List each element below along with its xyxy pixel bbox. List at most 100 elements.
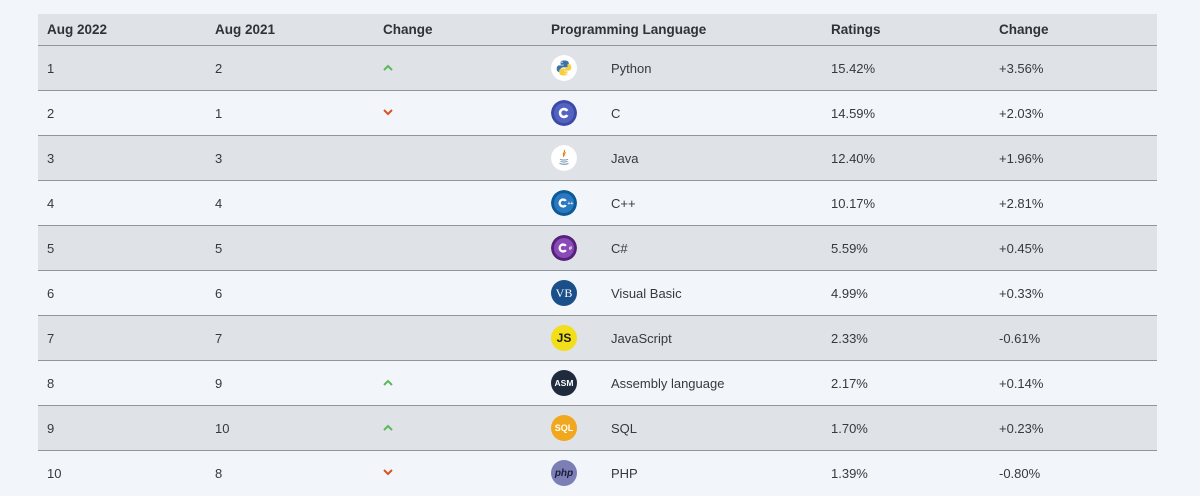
table-row[interactable]: 7 7 JS JavaScript 2.33% -0.61% — [38, 315, 1157, 361]
asm-icon: ASM — [551, 370, 577, 396]
table-row[interactable]: 3 3 Java 12.40% +1.96% — [38, 135, 1157, 181]
rank-cell: 10 — [47, 465, 62, 481]
language-cell: JS JavaScript — [542, 316, 822, 361]
rank-cell: 3 — [47, 150, 55, 166]
trend-cell — [374, 451, 542, 496]
language-name[interactable]: PHP — [611, 465, 638, 481]
col-header-change[interactable]: Change — [383, 22, 433, 37]
rating-change-cell: +1.96% — [999, 150, 1044, 166]
language-cell: # C# — [542, 226, 822, 271]
rating-cell: 10.17% — [831, 195, 876, 211]
java-icon — [551, 145, 577, 171]
cpp-icon: ++ — [551, 190, 577, 216]
rating-cell: 12.40% — [831, 150, 876, 166]
previous-rank-cell: 9 — [215, 375, 223, 391]
language-name[interactable]: Java — [611, 150, 639, 166]
language-cell: Java — [542, 136, 822, 181]
rating-cell: 15.42% — [831, 60, 876, 76]
language-name[interactable]: C — [611, 105, 621, 121]
table-row[interactable]: 6 6 VB Visual Basic 4.99% +0.33% — [38, 270, 1157, 316]
ranking-table-container: Aug 2022 Aug 2021 Change Programming Lan… — [38, 14, 1157, 496]
language-name[interactable]: C# — [611, 240, 628, 256]
trend-cell — [374, 271, 542, 316]
rating-change-cell: +2.03% — [999, 105, 1044, 121]
trend-down-icon — [383, 469, 393, 479]
previous-rank-cell: 7 — [215, 330, 223, 346]
c-icon — [551, 100, 577, 126]
rank-cell: 2 — [47, 105, 55, 121]
rating-change-cell: +0.14% — [999, 375, 1044, 391]
col-header-aug-2022[interactable]: Aug 2022 — [47, 22, 108, 37]
trend-cell — [374, 226, 542, 271]
col-header-rating-change[interactable]: Change — [999, 22, 1049, 37]
rating-change-cell: +0.45% — [999, 240, 1044, 256]
previous-rank-cell: 6 — [215, 285, 223, 301]
rank-cell: 6 — [47, 285, 55, 301]
previous-rank-cell: 10 — [215, 420, 230, 436]
language-cell: ASM Assembly language — [542, 361, 822, 406]
previous-rank-cell: 5 — [215, 240, 223, 256]
rank-cell: 8 — [47, 375, 55, 391]
language-cell: SQL SQL — [542, 406, 822, 451]
table-row[interactable]: 5 5 # C# 5.59% +0.45% — [38, 225, 1157, 271]
table-body: 1 2 Python 15.42% +3.56% 2 1 C 14.59% +2.03% 3 3 Jav… — [38, 45, 1157, 496]
csharp-icon: # — [551, 235, 577, 261]
js-icon: JS — [551, 325, 577, 351]
trend-up-icon — [383, 379, 393, 389]
rating-change-cell: -0.61% — [999, 330, 1041, 346]
trend-down-icon — [383, 108, 393, 119]
rating-cell: 1.70% — [831, 420, 868, 436]
php-icon: php — [551, 460, 577, 487]
rank-cell: 9 — [47, 420, 55, 436]
svg-text:++: ++ — [567, 201, 573, 207]
previous-rank-cell: 3 — [215, 150, 223, 166]
table-row[interactable]: 1 2 Python 15.42% +3.56% — [38, 45, 1157, 91]
trend-cell — [374, 91, 542, 136]
language-name[interactable]: Python — [611, 60, 652, 76]
previous-rank-cell: 1 — [215, 105, 223, 121]
rating-change-cell: +0.33% — [999, 285, 1044, 301]
svg-text:#: # — [569, 246, 572, 252]
language-name[interactable]: Visual Basic — [611, 285, 682, 301]
language-name[interactable]: Assembly language — [611, 375, 725, 391]
rating-change-cell: +0.23% — [999, 420, 1044, 436]
rating-cell: 1.39% — [831, 465, 868, 481]
language-cell: VB Visual Basic — [542, 271, 822, 316]
rating-cell: 2.33% — [831, 330, 868, 346]
col-header-ratings[interactable]: Ratings — [831, 22, 881, 37]
trend-cell — [374, 46, 542, 91]
language-ranking-table: Aug 2022 Aug 2021 Change Programming Lan… — [38, 14, 1157, 496]
col-header-aug-2021[interactable]: Aug 2021 — [215, 22, 276, 37]
col-header-language[interactable]: Programming Language — [551, 22, 707, 37]
table-row[interactable]: 4 4 ++ C++ 10.17% +2.81% — [38, 180, 1157, 226]
previous-rank-cell: 8 — [215, 465, 223, 481]
trend-up-icon — [383, 64, 393, 74]
language-name[interactable]: JavaScript — [611, 330, 672, 346]
trend-cell — [374, 406, 542, 451]
language-cell: php PHP — [542, 451, 822, 496]
table-row[interactable]: 10 8 php PHP 1.39% -0.80% — [38, 450, 1157, 496]
rating-cell: 5.59% — [831, 240, 868, 256]
trend-cell — [374, 361, 542, 406]
rank-cell: 7 — [47, 330, 55, 346]
rank-cell: 4 — [47, 195, 55, 211]
rating-change-cell: +3.56% — [999, 60, 1044, 76]
language-cell: ++ C++ — [542, 181, 822, 226]
table-row[interactable]: 2 1 C 14.59% +2.03% — [38, 90, 1157, 136]
language-cell: C — [542, 91, 822, 136]
rank-cell: 1 — [47, 60, 55, 76]
previous-rank-cell: 4 — [215, 195, 223, 211]
rank-cell: 5 — [47, 240, 55, 256]
language-name[interactable]: SQL — [611, 420, 638, 436]
language-name[interactable]: C++ — [611, 195, 636, 211]
python-icon — [551, 55, 577, 81]
trend-up-icon — [383, 424, 393, 434]
trend-cell — [374, 181, 542, 226]
language-cell: Python — [542, 46, 822, 91]
trend-cell — [374, 316, 542, 361]
table-row[interactable]: 9 10 SQL SQL 1.70% +0.23% — [38, 405, 1157, 451]
table-row[interactable]: 8 9 ASM Assembly language 2.17% +0.14% — [38, 360, 1157, 406]
rating-change-cell: +2.81% — [999, 195, 1044, 211]
rating-cell: 2.17% — [831, 375, 868, 391]
rating-change-cell: -0.80% — [999, 465, 1041, 481]
